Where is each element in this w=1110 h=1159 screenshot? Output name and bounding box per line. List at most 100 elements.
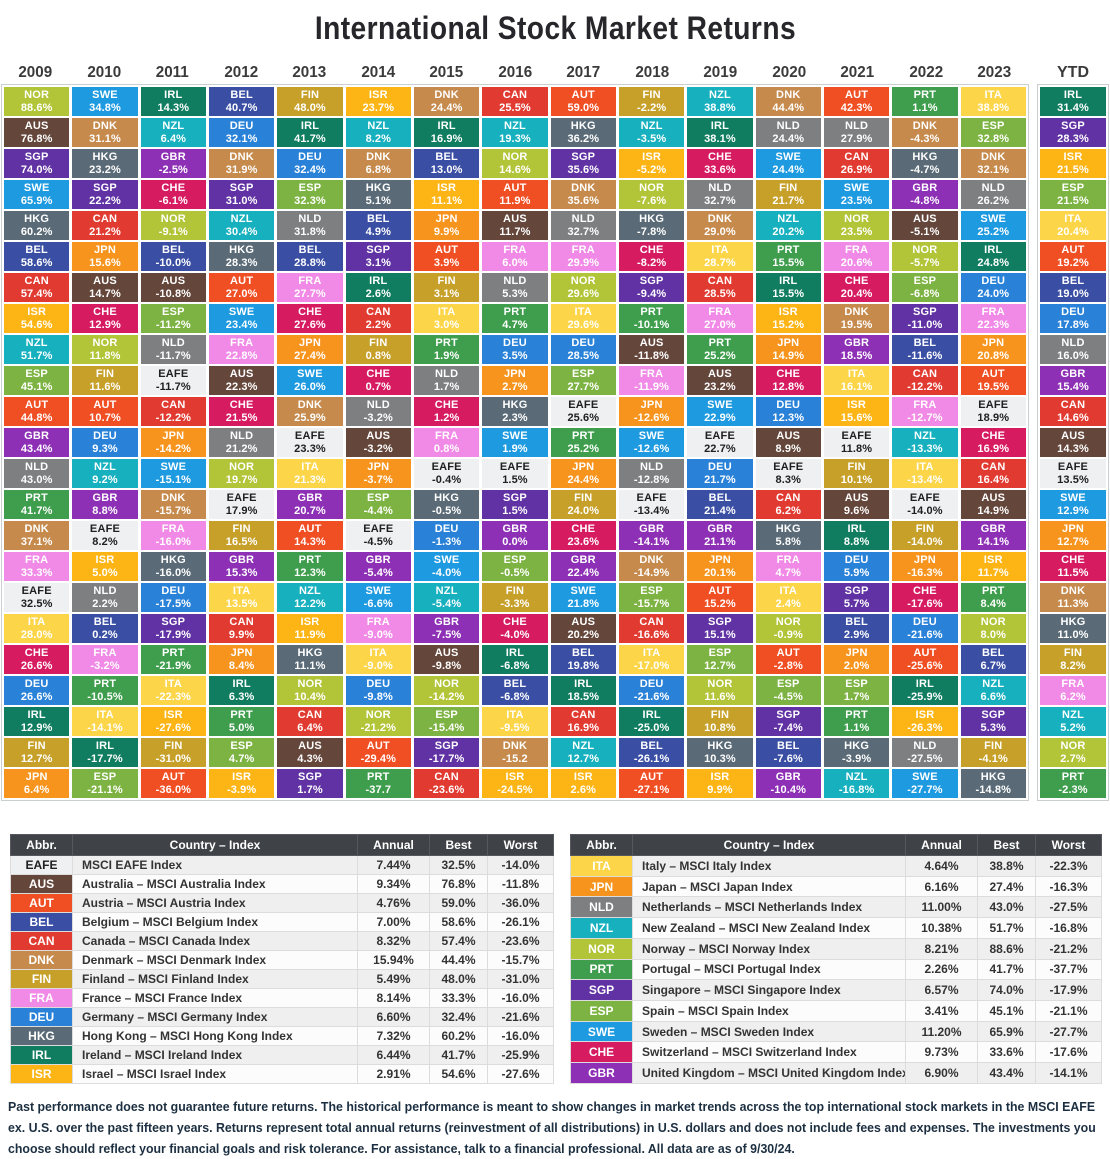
country-ticker: SWE xyxy=(980,212,1007,225)
abbr-swatch: AUT xyxy=(10,893,73,913)
return-cell: HKG 5.8% xyxy=(755,521,821,550)
return-column-2022: PRT 1.1% DNK -4.3% HKG -4.7% GBR -4.8% AUS -5.1% N… xyxy=(892,87,958,798)
country-ticker: FIN xyxy=(779,181,798,194)
return-cell: ITA 2.4% xyxy=(755,583,821,612)
return-cell: DNK 44.4% xyxy=(755,87,821,116)
worst-return: -15.7% xyxy=(487,950,554,970)
return-value: 28.3% xyxy=(1057,132,1089,145)
return-value: 25.2% xyxy=(977,225,1010,238)
country-ticker: FRA xyxy=(981,305,1005,318)
return-cell: AUT -2.8% xyxy=(755,645,821,674)
return-value: 2.3% xyxy=(502,411,528,424)
year-label-2011: 2011 xyxy=(155,64,189,81)
country-ticker: ITA xyxy=(164,677,183,690)
return-cell: IRL 14.3% xyxy=(140,87,206,116)
country-ticker: NZL xyxy=(640,119,663,132)
return-cell: JPN 20.8% xyxy=(960,335,1026,364)
return-cell: NZL -13.3% xyxy=(892,428,958,457)
return-cell: NZL 9.2% xyxy=(72,459,138,488)
return-cell: AUS 14.9% xyxy=(960,490,1026,519)
return-cell: AUS -11.8% xyxy=(618,335,685,364)
return-cell: ISR 11.9% xyxy=(277,614,343,643)
return-cell: PRT 41.7% xyxy=(4,490,70,519)
country-ticker: AUT xyxy=(161,770,185,783)
country-ticker: PRT xyxy=(1061,770,1085,783)
return-cell: IRL 8.8% xyxy=(823,521,890,550)
country-index-name: Canada – MSCI Canada Index xyxy=(72,931,358,951)
return-value: 20.2% xyxy=(567,628,600,641)
return-value: -12.6% xyxy=(633,411,670,424)
country-index-name: Israel – MSCI Israel Index xyxy=(72,1064,358,1084)
return-column-2021: AUT 42.3% NLD 27.9% CAN 26.9% SWE 23.5% NOR 23.5%… xyxy=(823,87,890,798)
country-ticker: AUS xyxy=(1061,429,1085,442)
country-ticker: PRT xyxy=(845,708,868,721)
country-ticker: NZL xyxy=(230,212,253,225)
annual-return: 7.00% xyxy=(357,912,430,932)
return-cell: SWE -27.7% xyxy=(892,769,958,798)
return-cell: JPN 15.6% xyxy=(72,242,138,271)
return-cell: PRT 1.1% xyxy=(892,87,958,116)
country-index-name: Portugal – MSCI Portugal Index xyxy=(632,958,906,981)
return-value: -15.1% xyxy=(155,473,192,486)
country-ticker: SWE xyxy=(843,181,870,194)
country-ticker: HKG xyxy=(434,491,460,504)
country-ticker: CAN xyxy=(161,398,186,411)
return-cell: HKG -0.5% xyxy=(413,490,480,519)
return-cell: CHE 26.6% xyxy=(4,645,70,674)
abbr-swatch: AUS xyxy=(10,874,73,894)
country-ticker: FIN xyxy=(437,274,456,287)
country-ticker: EAFE xyxy=(909,491,940,504)
best-return: 65.9% xyxy=(977,1020,1036,1043)
return-cell: NOR -14.2% xyxy=(413,676,480,705)
country-ticker: GBR xyxy=(707,522,733,535)
return-cell: GBR 20.7% xyxy=(277,490,343,519)
return-value: 32.7% xyxy=(567,225,600,238)
return-value: -4.5% xyxy=(773,690,803,703)
return-cell: ITA 29.6% xyxy=(550,304,616,333)
country-ticker: DNK xyxy=(1060,584,1086,597)
return-column-2009: NOR 88.6% AUS 76.8% SGP 74.0% SWE 65.9% HKG 60.2%… xyxy=(4,87,70,798)
return-value: 38.1% xyxy=(704,132,736,145)
country-ticker: JPN xyxy=(572,460,595,473)
return-cell: DEU -17.5% xyxy=(140,583,206,612)
country-ticker: BEL xyxy=(435,150,458,163)
return-value: -15.7% xyxy=(155,504,192,517)
return-value: -6.8% xyxy=(500,690,530,703)
country-ticker: NZL xyxy=(503,119,526,132)
return-value: -3.9% xyxy=(841,752,872,765)
return-cell: ITA -14.1% xyxy=(72,707,138,736)
return-value: -14.0% xyxy=(907,504,943,517)
country-ticker: ISR xyxy=(163,708,183,721)
return-cell: ISR 9.9% xyxy=(687,769,753,798)
return-value: -6.8% xyxy=(910,287,940,300)
return-value: -4.1% xyxy=(978,752,1008,765)
country-ticker: NLD xyxy=(435,367,459,380)
country-ticker: CHE xyxy=(844,274,869,287)
country-ticker: ESP xyxy=(571,367,595,380)
country-ticker: DNK xyxy=(502,739,528,752)
return-value: -17.0% xyxy=(633,659,670,672)
return-cell: HKG 11.0% xyxy=(1040,614,1106,643)
country-index-name: MSCI EAFE Index xyxy=(72,855,358,875)
return-value: 9.2% xyxy=(92,473,118,486)
best-return: 60.2% xyxy=(429,1026,488,1046)
legend-row: AUT Austria – MSCI Austria Index 4.76% 59.0… xyxy=(10,893,554,913)
return-cell: DEU -9.8% xyxy=(345,676,411,705)
return-cell: DNK 25.9% xyxy=(277,397,343,426)
abbr-swatch: NLD xyxy=(570,896,633,919)
country-ticker: EAFE xyxy=(1057,460,1089,473)
country-ticker: BEL xyxy=(708,491,732,504)
country-ticker: NZL xyxy=(777,212,800,225)
return-value: 17.9% xyxy=(225,504,258,517)
return-cell: HKG -7.8% xyxy=(618,211,685,240)
country-ticker: FIN xyxy=(505,584,525,597)
year-label-2012: 2012 xyxy=(223,64,258,81)
country-ticker: CHE xyxy=(981,429,1006,442)
return-value: -21.2% xyxy=(360,721,397,734)
return-cell: ESP -4.5% xyxy=(755,676,821,705)
annual-return: 3.41% xyxy=(905,1000,978,1022)
country-ticker: PRT xyxy=(230,708,253,721)
country-ticker: HKG xyxy=(1060,615,1086,628)
return-cell: SWE -15.1% xyxy=(140,459,206,488)
return-cell: FIN 0.8% xyxy=(345,335,411,364)
